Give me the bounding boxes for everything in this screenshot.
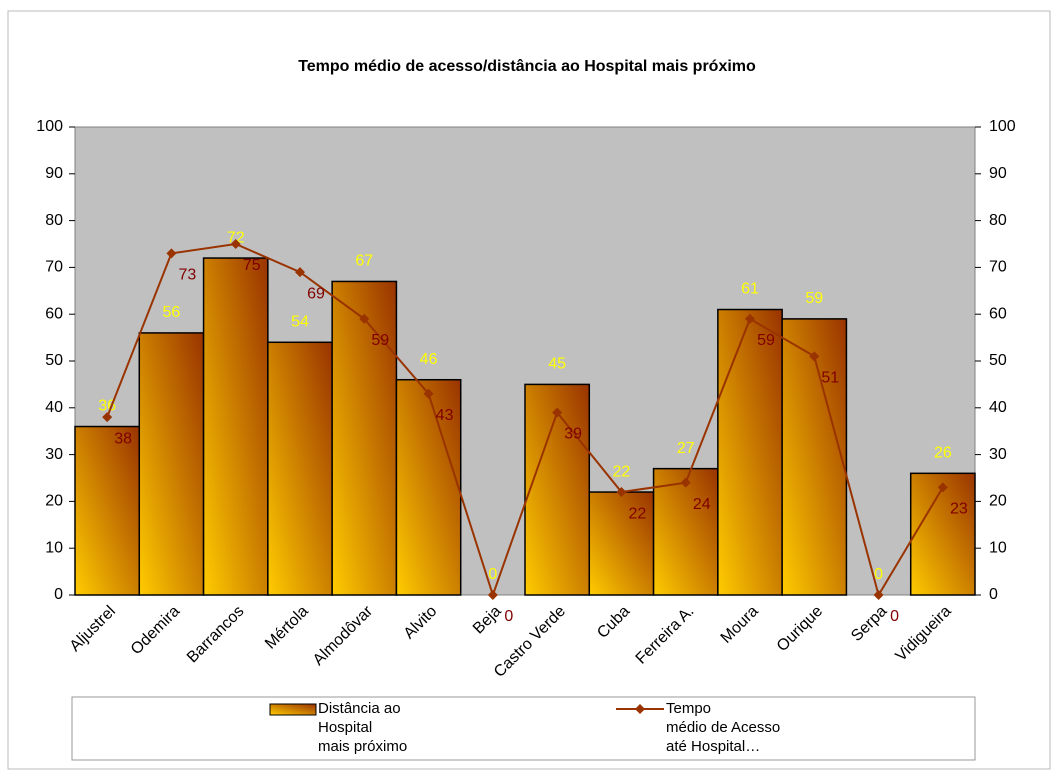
bar	[395, 378, 462, 596]
y2-tick-label: 50	[989, 352, 1007, 369]
line-marker	[295, 267, 305, 278]
bar-value-label: 72	[227, 229, 245, 246]
line-value-label: 0	[890, 608, 899, 625]
line-marker	[166, 248, 177, 259]
line-marker	[102, 412, 113, 423]
bar	[331, 280, 398, 596]
bar-value-label: 45	[548, 356, 566, 373]
y-tick-label: 60	[45, 305, 63, 322]
y2-tick-label: 40	[989, 399, 1007, 416]
legend-marker	[635, 704, 645, 714]
x-tick-label: Serpa	[848, 603, 890, 645]
bar-value-label: 46	[420, 351, 438, 368]
bar-value-label: 36	[98, 398, 116, 415]
line-value-label: 73	[179, 267, 197, 284]
bar-value-label: 56	[163, 304, 181, 321]
y-tick-label: 80	[45, 212, 63, 229]
line-marker	[487, 590, 498, 600]
bar-value-label: 61	[741, 281, 759, 298]
bar	[202, 257, 269, 596]
y-tick-label: 30	[45, 446, 63, 463]
line-marker	[745, 313, 755, 324]
y2-tick-label: 80	[989, 212, 1007, 229]
y-tick-label: 40	[45, 399, 63, 416]
chart-title: Tempo médio de acesso/distância ao Hospi…	[298, 58, 756, 75]
line-value-label: 59	[371, 332, 389, 349]
bar	[524, 383, 591, 596]
x-tick-label: Odemira	[128, 603, 183, 658]
bar	[588, 491, 655, 596]
line	[106, 242, 944, 599]
x-tick-label: Vidigueira	[893, 603, 955, 665]
line-marker	[423, 388, 434, 399]
y2-tick-label: 100	[989, 118, 1016, 135]
line-value-label: 0	[504, 608, 513, 625]
x-tick-label: Cuba	[594, 603, 633, 642]
y-tick-label: 0	[54, 586, 63, 603]
bar-value-label: 0	[488, 566, 497, 583]
x-tick-label: Mértola	[262, 603, 312, 653]
bar-value-label: 27	[677, 440, 695, 457]
line-marker	[552, 407, 563, 418]
x-tick-label: Barrancos	[184, 603, 248, 667]
x-tick-label: Moura	[718, 603, 762, 647]
legend-label: Tempo médio de Acesso até Hospital…	[666, 700, 781, 755]
x-tick-label: Ferreira A.	[633, 603, 698, 668]
bar-value-label: 22	[613, 463, 631, 480]
y2-tick-label: 10	[989, 539, 1007, 556]
y2-tick-label: 70	[989, 259, 1007, 276]
line-value-label: 23	[950, 501, 968, 518]
line-value-label: 51	[821, 370, 839, 387]
bar	[909, 472, 976, 596]
y-tick-label: 50	[45, 352, 63, 369]
frame	[7, 10, 1051, 770]
line-marker	[616, 487, 627, 498]
y2-tick-label: 60	[989, 305, 1007, 322]
y-tick-label: 90	[45, 165, 63, 182]
line-marker	[809, 351, 820, 362]
x-tick-label: Aljustrel	[67, 603, 119, 655]
bar	[267, 341, 333, 596]
line-value-label: 24	[693, 496, 711, 513]
legend-label: Distância ao Hospital mais próximo	[318, 700, 408, 755]
bar	[74, 425, 141, 596]
bar-value-label: 26	[934, 445, 952, 462]
x-tick-label: Ourique	[774, 603, 826, 655]
y-tick-label: 10	[45, 539, 63, 556]
bar	[781, 318, 848, 596]
line-value-label: 43	[436, 407, 454, 424]
y2-tick-label: 30	[989, 446, 1007, 463]
legend-swatch	[269, 703, 317, 716]
x-tick-label: Almodôvar	[310, 602, 377, 669]
line-value-label: 59	[757, 332, 775, 349]
line-marker	[359, 313, 370, 324]
bar-value-label: 0	[874, 566, 883, 583]
legend-box	[71, 696, 976, 761]
bar	[138, 332, 205, 596]
line-marker	[680, 477, 691, 488]
line-value-label: 75	[243, 257, 261, 274]
y-tick-label: 100	[36, 118, 63, 135]
y-tick-label: 20	[45, 493, 63, 510]
bar	[717, 308, 783, 596]
bar-value-label: 67	[355, 253, 373, 270]
y2-tick-label: 0	[989, 586, 998, 603]
line-marker	[230, 239, 241, 249]
x-tick-label: Beja	[470, 603, 505, 638]
line-value-label: 39	[564, 426, 582, 443]
bar-value-label: 59	[805, 290, 823, 307]
x-tick-label: Alvito	[401, 603, 441, 643]
bar-value-label: 54	[291, 313, 309, 330]
y-tick-label: 70	[45, 259, 63, 276]
line-value-label: 22	[629, 505, 647, 522]
line-value-label: 38	[114, 430, 132, 447]
line-value-label: 69	[307, 285, 325, 302]
line-marker	[937, 482, 948, 493]
y2-tick-label: 20	[989, 493, 1007, 510]
line-marker	[873, 590, 884, 600]
y2-tick-label: 90	[989, 165, 1007, 182]
